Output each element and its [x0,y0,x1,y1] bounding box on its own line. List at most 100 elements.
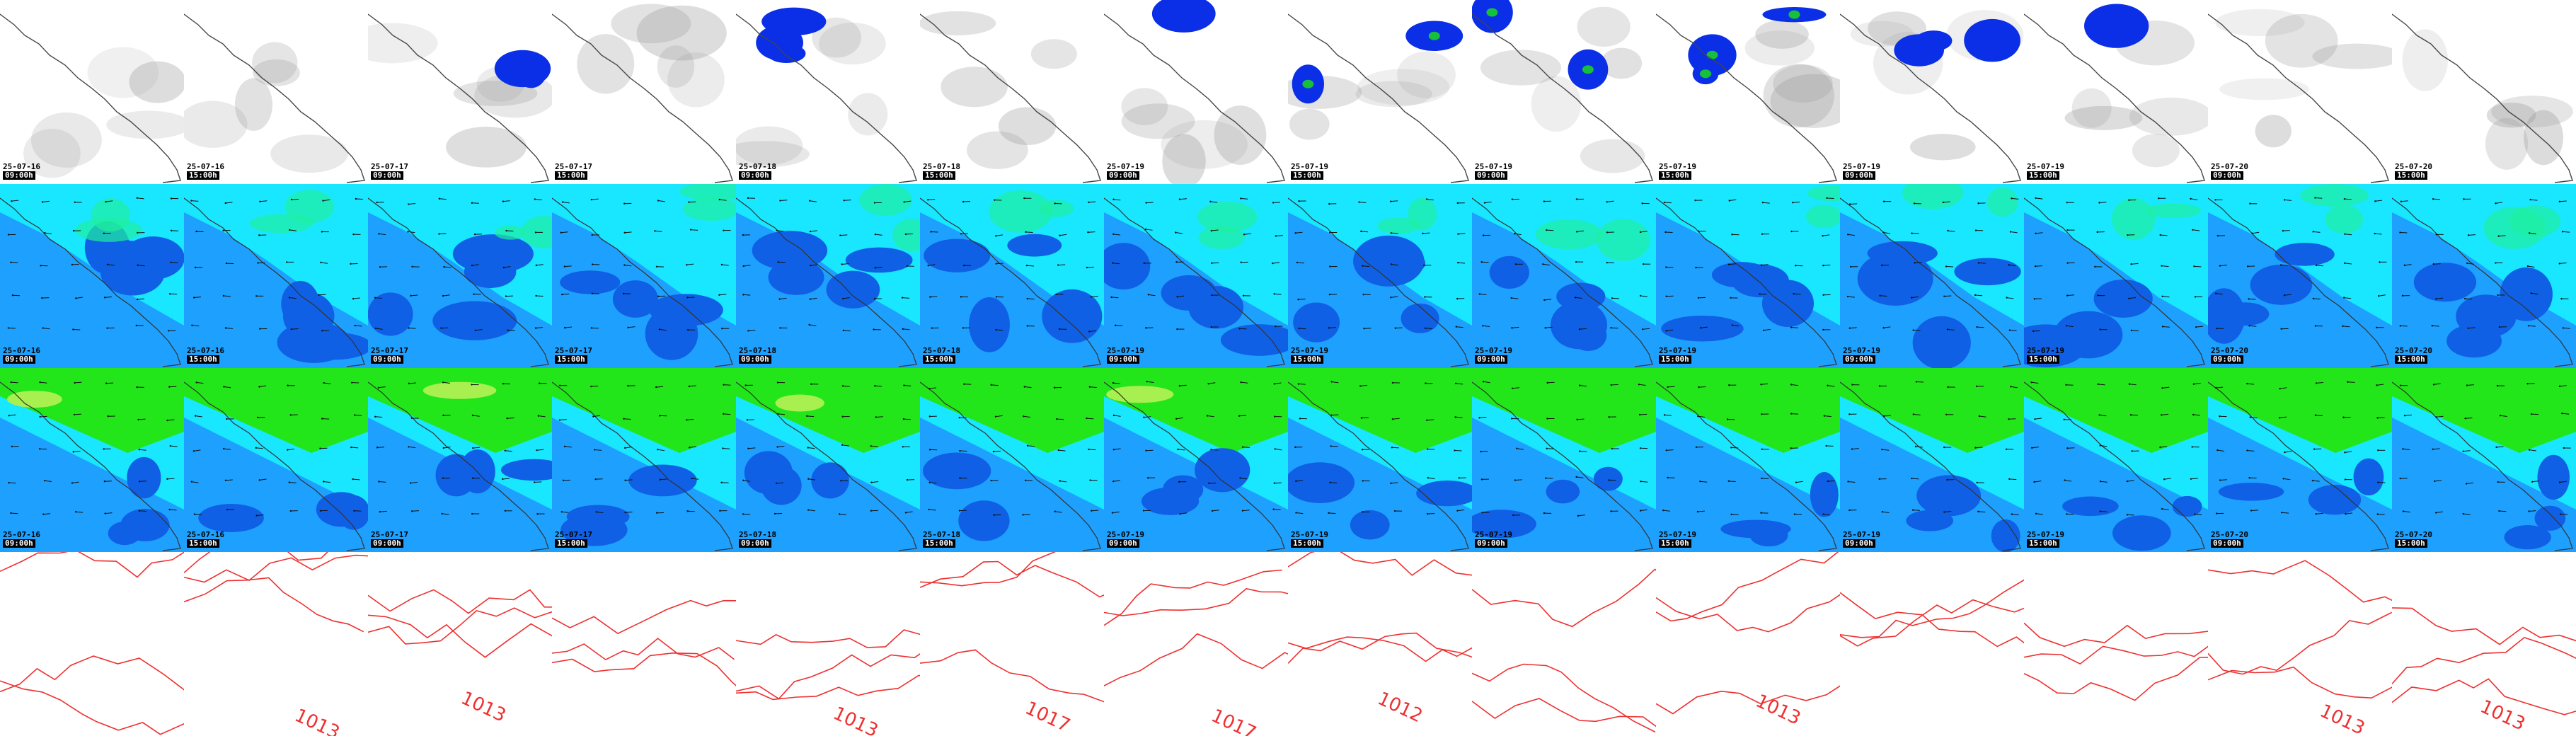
pressure-map-tile[interactable] [2024,552,2208,736]
wind-map-tile[interactable]: 25-07-19 15:00h [2024,184,2208,368]
gust-map [2024,368,2208,552]
wind-map-tile[interactable]: 25-07-17 15:00h [552,184,736,368]
pressure-map-tile[interactable]: 1013 [736,552,920,736]
pressure-map: 1013 [1656,552,1840,736]
time-text: 15:00h [923,171,955,180]
precip-map-tile[interactable]: 25-07-16 09:00h [0,0,184,184]
time-text: 09:00h [1843,355,1875,364]
gust-map-tile[interactable]: 25-07-19 09:00h [1472,368,1656,552]
wind-map [1104,184,1288,368]
date-text: 25-07-19 [2027,163,2064,171]
precip-map-tile[interactable]: 25-07-20 09:00h [2208,0,2392,184]
gust-map-tile[interactable]: 25-07-17 09:00h [368,368,552,552]
precip-map-tile[interactable]: 25-07-17 15:00h [552,0,736,184]
precip-map [2024,0,2208,184]
gust-map-tile[interactable]: 25-07-19 15:00h [2024,368,2208,552]
time-text: 09:00h [739,539,771,548]
precip-map-tile[interactable]: 25-07-17 09:00h [368,0,552,184]
pressure-map-tile[interactable] [1840,552,2024,736]
precip-map-tile[interactable]: 25-07-18 15:00h [920,0,1104,184]
gust-map-tile[interactable]: 25-07-19 15:00h [1288,368,1472,552]
wind-map-tile[interactable]: 25-07-19 15:00h [1288,184,1472,368]
pressure-map [1840,552,2024,736]
pressure-map-tile[interactable]: 1013 [1656,552,1840,736]
precip-map-tile[interactable]: 25-07-19 09:00h [1472,0,1656,184]
pressure-map-tile[interactable] [0,552,184,736]
pressure-map-tile[interactable]: 1012 [1288,552,1472,736]
gust-map-tile[interactable]: 25-07-20 15:00h [2392,368,2576,552]
pressure-map-tile[interactable]: 1017 [920,552,1104,736]
date-text: 25-07-20 [2211,531,2248,539]
gust-map-tile[interactable]: 25-07-19 09:00h [1840,368,2024,552]
pressure-map [1472,552,1656,736]
wind-map-tile[interactable]: 25-07-19 09:00h [1104,184,1288,368]
pressure-map-tile[interactable]: 1013 [2208,552,2392,736]
precip-map [184,0,368,184]
timestamp-label: 25-07-19 15:00h [2027,163,2069,180]
pressure-map-tile[interactable]: 1013 [2392,552,2576,736]
gust-map-tile[interactable]: 25-07-17 15:00h [552,368,736,552]
date-text: 25-07-20 [2211,347,2248,355]
precip-map-tile[interactable]: 25-07-19 15:00h [1656,0,1840,184]
gust-map-tile[interactable]: 25-07-19 15:00h [1656,368,1840,552]
date-text: 25-07-19 [1107,531,1144,539]
wind-map-tile[interactable]: 25-07-16 09:00h [0,184,184,368]
timestamp-label: 25-07-18 15:00h [923,531,965,548]
wind-map-tile[interactable]: 25-07-18 09:00h [736,184,920,368]
gust-map-tile[interactable]: 25-07-19 09:00h [1104,368,1288,552]
gust-map-tile[interactable]: 25-07-20 09:00h [2208,368,2392,552]
pressure-map: 1017 [1104,552,1288,736]
gust-map [552,368,736,552]
pressure-map-tile[interactable] [552,552,736,736]
time-text: 15:00h [2395,539,2427,548]
gust-map [1656,368,1840,552]
timestamp-label: 25-07-19 09:00h [1475,531,1517,548]
timestamp-label: 25-07-19 09:00h [1475,347,1517,364]
precip-map-tile[interactable]: 25-07-19 09:00h [1104,0,1288,184]
gust-map [920,368,1104,552]
gust-map-tile[interactable]: 25-07-16 09:00h [0,368,184,552]
wind-map-tile[interactable]: 25-07-19 09:00h [1472,184,1656,368]
date-text: 25-07-19 [1291,347,1328,355]
time-text: 15:00h [923,539,955,548]
time-text: 15:00h [1659,171,1691,180]
time-text: 09:00h [2211,171,2243,180]
wind-map-tile[interactable]: 25-07-18 15:00h [920,184,1104,368]
precip-map-tile[interactable]: 25-07-20 15:00h [2392,0,2576,184]
date-text: 25-07-19 [1475,531,1512,539]
pressure-map-tile[interactable]: 1013 [184,552,368,736]
timestamp-label: 25-07-19 09:00h [1843,531,1885,548]
gust-map-tile[interactable]: 25-07-18 15:00h [920,368,1104,552]
gust-map-tile[interactable]: 25-07-16 15:00h [184,368,368,552]
timestamp-label: 25-07-19 15:00h [1659,347,1701,364]
wind-map-tile[interactable]: 25-07-20 15:00h [2392,184,2576,368]
pressure-map-tile[interactable]: 1013 [368,552,552,736]
wind-map [1288,184,1472,368]
gust-map [184,368,368,552]
date-text: 25-07-19 [2027,531,2064,539]
precip-map-tile[interactable]: 25-07-16 15:00h [184,0,368,184]
wind-map-tile[interactable]: 25-07-19 15:00h [1656,184,1840,368]
precip-map-tile[interactable]: 25-07-19 15:00h [2024,0,2208,184]
pressure-map-tile[interactable]: 1017 [1104,552,1288,736]
wind-map-tile[interactable]: 25-07-20 09:00h [2208,184,2392,368]
precip-map-tile[interactable]: 25-07-19 15:00h [1288,0,1472,184]
time-text: 15:00h [187,171,219,180]
wind-map-tile[interactable]: 25-07-16 15:00h [184,184,368,368]
pressure-map-tile[interactable] [1472,552,1656,736]
wind-map-tile[interactable]: 25-07-17 09:00h [368,184,552,368]
date-text: 25-07-19 [1291,531,1328,539]
precip-map-tile[interactable]: 25-07-18 09:00h [736,0,920,184]
time-text: 15:00h [2027,355,2059,364]
timestamp-label: 25-07-17 15:00h [555,163,597,180]
gust-map-tile[interactable]: 25-07-18 09:00h [736,368,920,552]
timestamp-label: 25-07-18 09:00h [739,347,781,364]
date-text: 25-07-19 [1475,163,1512,171]
time-text: 15:00h [2395,171,2427,180]
gust-map [736,368,920,552]
timestamp-label: 25-07-18 09:00h [739,163,781,180]
wind-map-tile[interactable]: 25-07-19 09:00h [1840,184,2024,368]
precip-map-tile[interactable]: 25-07-19 09:00h [1840,0,2024,184]
wind-map [2208,184,2392,368]
gust-map [1472,368,1656,552]
